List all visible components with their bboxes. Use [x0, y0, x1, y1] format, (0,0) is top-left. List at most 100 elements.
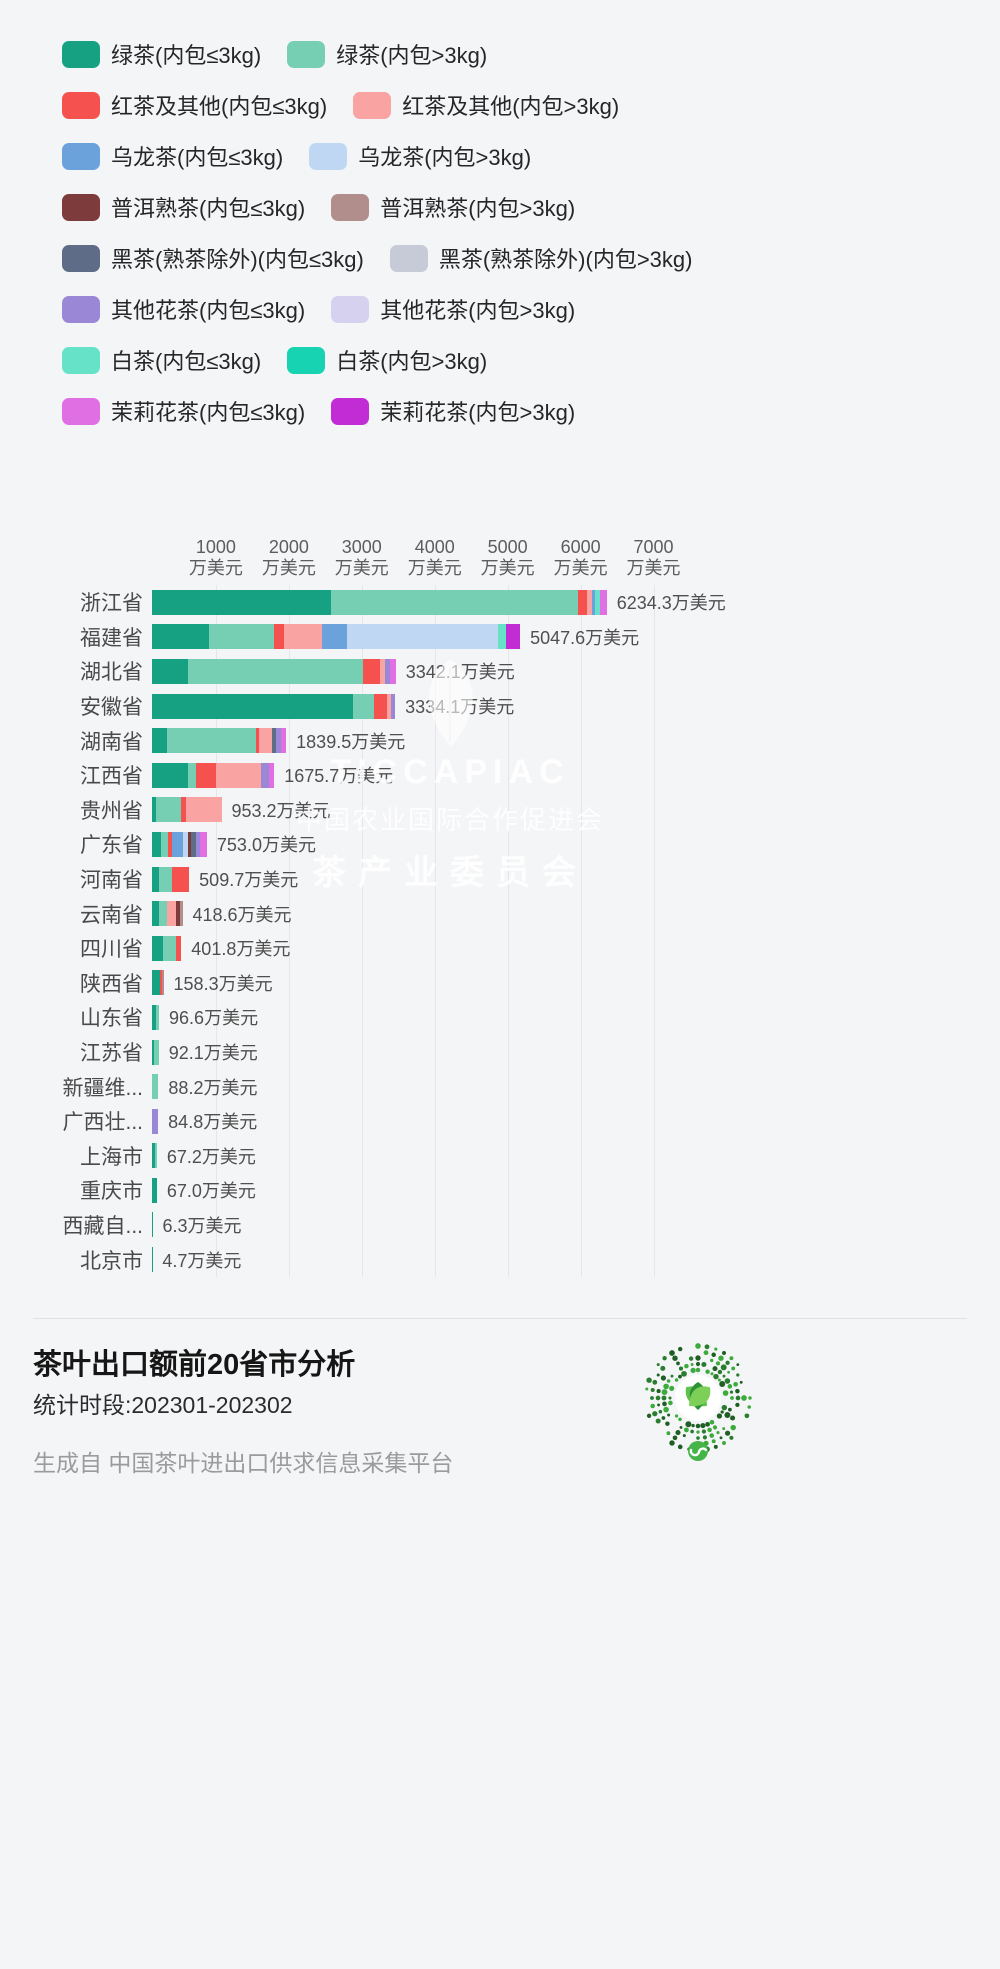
gridline	[434, 585, 436, 1277]
legend-label: 黑茶(熟茶除外)(内包>3kg)	[438, 247, 693, 272]
legend-swatch-red_large	[353, 91, 392, 119]
bar-track: 158.3万美元	[152, 970, 980, 996]
x-axis-tick: 2000 万美元	[262, 537, 316, 579]
bar-track: 401.8万美元	[152, 935, 980, 961]
bar-segment-flower_small	[384, 658, 391, 684]
x-axis-tick-unit: 万美元	[407, 558, 462, 578]
bar-track: 6.3万美元	[152, 1212, 980, 1238]
bar-value-label: 96.6万美元	[169, 1008, 259, 1029]
x-axis-tick-value: 7000	[633, 537, 674, 557]
bar-row: 广东省 753.0万美元	[30, 827, 980, 862]
bar-segment-green_small	[152, 831, 161, 857]
bar-segment-green_large	[158, 866, 172, 892]
x-axis-tick-unit: 万美元	[188, 558, 243, 578]
bar-value-label: 1839.5万美元	[296, 731, 406, 752]
bar-segment-red_large	[185, 797, 222, 823]
legend-item-puer_small: 普洱熟茶(内包≤3kg)	[62, 191, 305, 223]
x-axis-tick: 4000 万美元	[408, 537, 462, 579]
bar-segment-red_small	[256, 728, 260, 754]
stacked-bar	[152, 797, 980, 823]
bar-value-label: 92.1万美元	[168, 1043, 258, 1064]
stacked-bar	[152, 728, 980, 754]
bar-segment-dark_small	[271, 728, 276, 754]
x-axis-tick-value: 1000	[195, 537, 236, 557]
legend-label: 红茶及其他(内包>3kg)	[402, 94, 620, 119]
bar-row: 浙江省 6234.3万美元	[30, 585, 980, 620]
bar-value-label: 953.2万美元	[231, 800, 331, 821]
bar-row: 广西壮... 84.8万美元	[30, 1104, 980, 1139]
y-axis-label: 安徽省	[80, 696, 143, 720]
bar-value-label: 1675.7万美元	[284, 766, 394, 787]
stacked-bar	[152, 693, 980, 719]
footer-divider	[33, 1318, 967, 1319]
bar-track: 96.6万美元	[152, 1004, 980, 1030]
legend-item-oolong_large: 乌龙茶(内包>3kg)	[309, 140, 531, 172]
legend-swatch-flower_large	[331, 295, 370, 323]
legend-row: 白茶(内包≤3kg) 白茶(内包>3kg)	[62, 344, 692, 376]
x-axis-tick: 3000 万美元	[335, 537, 389, 579]
bar-segment-green_small	[152, 866, 159, 892]
legend-item-white_large: 白茶(内包>3kg)	[287, 344, 487, 376]
bar-segment-red_small	[171, 866, 190, 892]
bar-segment-green_small	[152, 1039, 155, 1065]
bar-segment-green_large	[152, 1074, 159, 1100]
bar-segment-red_large	[216, 762, 262, 788]
legend-label: 黑茶(熟茶除外)(内包≤3kg)	[111, 247, 364, 272]
legend-item-dark_large: 黑茶(熟茶除外)(内包>3kg)	[389, 242, 693, 274]
bar-value-label: 418.6万美元	[192, 904, 292, 925]
bar-track: 3334.1万美元	[152, 693, 980, 719]
bar-segment-green_large	[353, 693, 374, 719]
bar-value-label: 67.2万美元	[166, 1146, 256, 1167]
legend-row: 普洱熟茶(内包≤3kg) 普洱熟茶(内包>3kg)	[62, 191, 692, 223]
legend-label: 茉莉花茶(内包>3kg)	[380, 400, 576, 425]
bar-value-label: 67.0万美元	[166, 1181, 256, 1202]
x-axis-tick: 5000 万美元	[481, 537, 535, 579]
bar-row: 贵州省 953.2万美元	[30, 793, 980, 828]
bar-track: 1675.7万美元	[152, 762, 980, 788]
bar-segment-green_small	[152, 935, 163, 961]
bar-value-label: 88.2万美元	[168, 1077, 258, 1098]
bar-value-label: 4.7万美元	[162, 1250, 242, 1271]
bar-segment-red_small	[273, 624, 284, 650]
bar-segment-flower_small	[275, 728, 282, 754]
bar-value-label: 3342.1万美元	[405, 662, 515, 683]
bar-segment-green_large	[330, 589, 578, 615]
bar-segment-green_small	[152, 658, 189, 684]
y-axis-label: 福建省	[80, 626, 143, 650]
bar-segment-jasmine_large	[505, 624, 521, 650]
legend-item-green_small: 绿茶(内包≤3kg)	[62, 38, 261, 70]
bar-segment-red_large	[167, 901, 177, 927]
x-axis-tick: 6000 万美元	[554, 537, 608, 579]
x-axis-tick-value: 5000	[487, 537, 528, 557]
bar-row: 江苏省 92.1万美元	[30, 1035, 980, 1070]
legend-item-jasmine_large: 茉莉花茶(内包>3kg)	[331, 395, 575, 427]
legend-swatch-green_small	[62, 40, 100, 68]
bar-row: 山东省 96.6万美元	[30, 1000, 980, 1035]
bar-value-label: 6234.3万美元	[616, 593, 726, 614]
legend-label: 红茶及其他(内包≤3kg)	[111, 94, 328, 119]
x-axis-tick: 1000 万美元	[189, 537, 243, 579]
stacked-bar	[152, 866, 980, 892]
y-axis-label: 浙江省	[80, 592, 143, 616]
bar-segment-red_small	[168, 831, 173, 857]
chart-legend: 绿茶(内包≤3kg) 绿茶(内包>3kg) 红茶及其他(内包≤3kg) 红茶及其他(内…	[62, 38, 692, 427]
bar-segment-oolong_small	[321, 624, 347, 650]
y-axis-label: 湖南省	[80, 730, 143, 754]
bar-segment-red_small	[195, 762, 217, 788]
bar-segment-green_small	[152, 1177, 157, 1203]
bar-segment-white_small	[498, 624, 506, 650]
bar-segment-oolong_small	[172, 831, 183, 857]
y-axis-label: 湖北省	[80, 661, 143, 685]
y-axis-label: 贵州省	[80, 799, 143, 823]
bar-segment-red_large	[380, 658, 385, 684]
legend-row: 茉莉花茶(内包≤3kg) 茉莉花茶(内包>3kg)	[62, 395, 692, 427]
bar-segment-red_small	[176, 935, 182, 961]
bar-row: 西藏自... 6.3万美元	[30, 1208, 980, 1243]
bar-track: 753.0万美元	[152, 831, 980, 857]
legend-label: 普洱熟茶(内包≤3kg)	[111, 196, 306, 221]
bar-segment-green_small	[152, 624, 209, 650]
report-period: 统计时段:202301-202302	[33, 1392, 293, 1418]
legend-row: 乌龙茶(内包≤3kg) 乌龙茶(内包>3kg)	[62, 140, 692, 172]
stacked-bar	[152, 762, 980, 788]
bar-row: 湖北省 3342.1万美元	[30, 654, 980, 689]
